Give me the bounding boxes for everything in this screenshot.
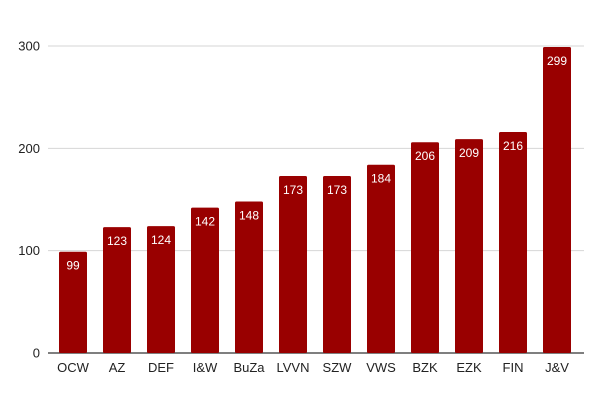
bar — [323, 175, 351, 353]
x-tick-label: AZ — [109, 360, 126, 375]
data-label: 206 — [415, 149, 435, 163]
bar — [411, 142, 439, 353]
x-axis-tick-labels: OCW AZ DEF I&W BuZa LVVN SZW VWS BZK EZK FIN J&V — [57, 360, 569, 375]
x-tick-label: BuZa — [233, 360, 265, 375]
y-tick-label: 200 — [18, 141, 40, 156]
bar — [59, 251, 87, 353]
data-label: 142 — [195, 215, 215, 229]
x-tick-label: I&W — [193, 360, 218, 375]
bars: 99 123 124 142 148 173 173 184 206 209 216 299 — [59, 47, 571, 353]
bar — [543, 47, 571, 353]
bar — [147, 226, 175, 353]
y-tick-label: 300 — [18, 39, 40, 54]
x-tick-label: OCW — [57, 360, 90, 375]
x-tick-label: DEF — [148, 360, 174, 375]
x-tick-label: FIN — [503, 360, 524, 375]
bar — [455, 139, 483, 353]
data-label: 209 — [459, 146, 479, 160]
x-tick-label: J&V — [545, 360, 569, 375]
y-tick-label: 0 — [33, 346, 40, 361]
x-tick-label: VWS — [366, 360, 396, 375]
bar — [499, 131, 527, 353]
data-label: 148 — [239, 209, 259, 223]
data-label: 123 — [107, 234, 127, 248]
bar — [235, 201, 263, 353]
y-tick-label: 100 — [18, 243, 40, 258]
data-label: 216 — [503, 139, 523, 153]
data-label: 184 — [371, 172, 391, 186]
data-label: 173 — [327, 183, 347, 197]
bar — [279, 175, 307, 353]
data-label: 173 — [283, 183, 303, 197]
x-tick-label: SZW — [323, 360, 353, 375]
y-axis-tick-labels: 0 100 200 300 — [18, 39, 40, 361]
data-label: 299 — [547, 54, 567, 68]
x-tick-label: BZK — [412, 360, 438, 375]
x-tick-label: EZK — [456, 360, 482, 375]
bar — [103, 227, 131, 353]
x-tick-label: LVVN — [277, 360, 310, 375]
gridlines — [48, 45, 584, 354]
data-label: 124 — [151, 233, 171, 247]
bar — [367, 164, 395, 353]
bar — [191, 207, 219, 353]
data-label: 99 — [66, 259, 80, 273]
